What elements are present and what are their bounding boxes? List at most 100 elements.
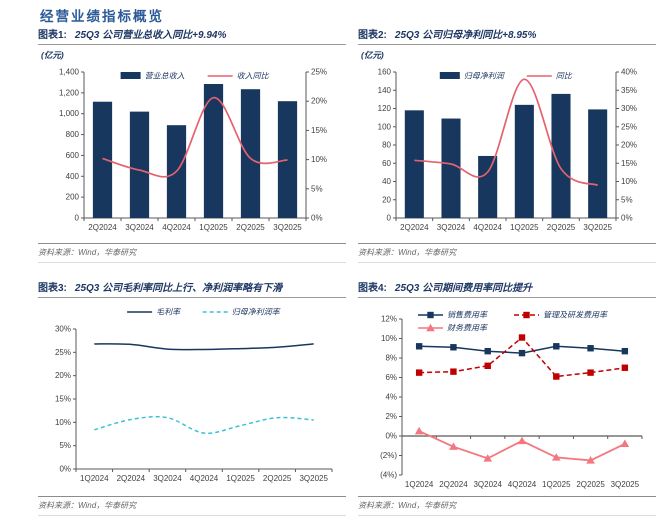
- svg-text:15%: 15%: [311, 126, 327, 135]
- y-axis-left-labels: 0 20 40 60 80 100 120 140 160: [378, 68, 396, 223]
- svg-text:1Q2025: 1Q2025: [510, 223, 539, 232]
- svg-text:(亿元): (亿元): [41, 50, 64, 60]
- figure-4-header: 图表4: 25Q3 公司期间费用率同比提升: [358, 279, 656, 298]
- svg-text:20%: 20%: [311, 97, 327, 106]
- svg-text:2Q2024: 2Q2024: [400, 223, 429, 232]
- margin-line-chart: 0% 5% 10% 15% 20% 25% 30% 1Q2024 2Q2024 3Q2024 4Q2…: [55, 308, 333, 483]
- svg-text:3Q2024: 3Q2024: [473, 480, 502, 489]
- svg-text:1Q2025: 1Q2025: [199, 223, 228, 232]
- svg-text:3Q2025: 3Q2025: [611, 480, 640, 489]
- svg-text:20%: 20%: [55, 371, 71, 380]
- svg-text:4Q2024: 4Q2024: [473, 223, 502, 232]
- svg-text:2Q2025: 2Q2025: [547, 223, 576, 232]
- svg-text:财务费用率: 财务费用率: [447, 324, 489, 333]
- figure-2-label: 图表2:: [358, 30, 387, 41]
- figure-3-label: 图表3:: [38, 283, 67, 294]
- svg-text:200: 200: [66, 193, 80, 202]
- revenue-bar-line-chart: (亿元) 0 200 400 600 800 1,000 1,200 1,400 0% 5% 10% 1…: [41, 50, 327, 232]
- line-series-1: [415, 334, 629, 380]
- svg-text:0: 0: [75, 214, 80, 223]
- svg-text:4Q2024: 4Q2024: [190, 474, 219, 483]
- svg-text:5%: 5%: [311, 184, 323, 193]
- svg-text:40%: 40%: [621, 68, 637, 77]
- svg-text:4Q2024: 4Q2024: [162, 223, 191, 232]
- figure-1-label: 图表1:: [38, 30, 67, 41]
- svg-text:15%: 15%: [55, 395, 71, 404]
- figure-2-net-profit-chart-block: 图表2: 25Q3 公司归母净利同比+8.95% (亿元) 0 20 40 60 80 10…: [358, 26, 656, 263]
- svg-text:1Q2025: 1Q2025: [226, 474, 255, 483]
- svg-text:40: 40: [382, 177, 391, 186]
- svg-text:25%: 25%: [311, 68, 327, 77]
- line-series-0: [94, 343, 314, 351]
- svg-text:10%: 10%: [381, 334, 397, 343]
- svg-text:3Q2024: 3Q2024: [125, 223, 154, 232]
- figure-4-label: 图表4:: [358, 283, 387, 294]
- svg-text:0: 0: [387, 214, 392, 223]
- svg-text:毛利率: 毛利率: [156, 308, 182, 317]
- svg-text:4Q2024: 4Q2024: [508, 480, 537, 489]
- svg-text:(4%): (4%): [380, 471, 397, 480]
- svg-text:2Q2024: 2Q2024: [117, 474, 146, 483]
- legend: 毛利率 归母净利润率: [127, 308, 282, 317]
- figure-4-title: 25Q3 公司期间费用率同比提升: [394, 283, 533, 294]
- svg-text:800: 800: [66, 130, 80, 139]
- svg-text:2Q2025: 2Q2025: [576, 480, 605, 489]
- legend: 归母净利润 同比: [439, 72, 573, 81]
- svg-text:归母净利润率: 归母净利润率: [232, 308, 282, 317]
- svg-text:0%: 0%: [621, 214, 633, 223]
- line-series: [414, 78, 599, 187]
- svg-text:140: 140: [378, 86, 392, 95]
- svg-text:管理及研发费用率: 管理及研发费用率: [543, 311, 609, 320]
- axes: [395, 72, 617, 219]
- svg-text:1,400: 1,400: [59, 68, 80, 77]
- bar-series: [404, 93, 608, 218]
- figure-3-header: 图表3: 25Q3 公司毛利率同比上行、净利润率略有下滑: [38, 279, 346, 298]
- svg-text:2Q2024: 2Q2024: [88, 223, 117, 232]
- figure-1-title: 25Q3 公司营业总收入同比+9.94%: [74, 30, 227, 41]
- svg-text:3Q2024: 3Q2024: [437, 223, 466, 232]
- figure-1-source-note: 资料来源：Wind，华泰研究: [38, 243, 346, 263]
- svg-text:600: 600: [66, 151, 80, 160]
- expense-ratio-line-chart: (4%) (2%) 0% 2% 4% 6% 8% 10% 12% 1Q2024 2Q2024 3Q20…: [380, 311, 643, 489]
- bar-series: [92, 83, 298, 218]
- figure-2-source-note: 资料来源：Wind，华泰研究: [358, 243, 656, 263]
- figure-3-source-note: 资料来源：Wind，华泰研究: [38, 496, 346, 516]
- line-series: [102, 96, 288, 178]
- svg-text:120: 120: [378, 104, 392, 113]
- svg-text:30%: 30%: [55, 325, 71, 334]
- figure-1-revenue-chart-block: 图表1: 25Q3 公司营业总收入同比+9.94% (亿元) 0 200 400 600…: [38, 26, 346, 263]
- svg-text:4%: 4%: [385, 393, 397, 402]
- y-axis-left-labels: 0 200 400 600 800 1,000 1,200 1,400: [59, 68, 84, 223]
- svg-text:收入同比: 收入同比: [237, 72, 270, 81]
- svg-text:2Q2025: 2Q2025: [236, 223, 265, 232]
- svg-text:35%: 35%: [621, 86, 637, 95]
- figure-1-header: 图表1: 25Q3 公司营业总收入同比+9.94%: [38, 26, 346, 45]
- figure-3-margin-chart-block: 图表3: 25Q3 公司毛利率同比上行、净利润率略有下滑 0% 5% 10% 15% 2…: [38, 279, 346, 516]
- svg-text:销售费用率: 销售费用率: [447, 311, 489, 320]
- page-title: 经营业绩指标概览: [40, 9, 164, 24]
- figure-4-source-note: 资料来源：Wind，华泰研究: [358, 496, 656, 516]
- svg-text:10%: 10%: [55, 418, 71, 427]
- svg-text:2Q2025: 2Q2025: [263, 474, 292, 483]
- svg-text:1Q2024: 1Q2024: [405, 480, 434, 489]
- svg-text:10%: 10%: [621, 177, 637, 186]
- svg-text:(亿元): (亿元): [361, 50, 384, 60]
- svg-text:8%: 8%: [385, 354, 397, 363]
- svg-text:80: 80: [382, 141, 391, 150]
- svg-text:1Q2024: 1Q2024: [80, 474, 109, 483]
- y-axis-right-labels: 0% 5% 10% 15% 20% 25%: [306, 68, 327, 223]
- svg-text:营业总收入: 营业总收入: [145, 72, 185, 81]
- svg-text:3Q2025: 3Q2025: [273, 223, 302, 232]
- svg-text:160: 160: [378, 68, 392, 77]
- svg-text:30%: 30%: [621, 104, 637, 113]
- svg-text:(2%): (2%): [380, 451, 397, 460]
- svg-text:0%: 0%: [59, 465, 71, 474]
- svg-text:0%: 0%: [385, 432, 397, 441]
- svg-text:400: 400: [66, 172, 80, 181]
- svg-text:同比: 同比: [556, 72, 573, 81]
- axes: [83, 72, 307, 219]
- x-axis-labels: 1Q2024 2Q2024 3Q2024 4Q2024 1Q2025 2Q2025 3Q20…: [75, 469, 333, 483]
- y-axis-right-labels: 0% 5% 10% 15% 20% 25% 30% 35% 40%: [616, 68, 637, 223]
- svg-text:60: 60: [382, 159, 391, 168]
